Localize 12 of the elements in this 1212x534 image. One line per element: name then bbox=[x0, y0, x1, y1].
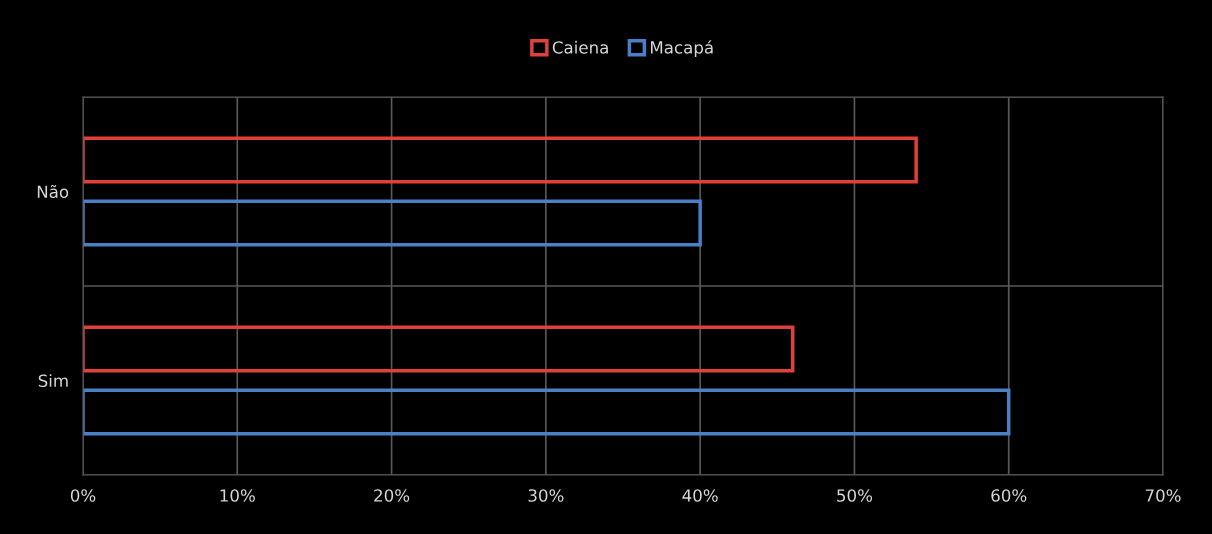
x-tick-label: 10% bbox=[220, 489, 255, 502]
x-tick-label: 20% bbox=[374, 489, 410, 502]
legend-label: Caiena bbox=[552, 40, 608, 54]
x-tick-label: 50% bbox=[837, 489, 873, 502]
legend-label: Macapá bbox=[651, 40, 713, 57]
x-tick-label: 40% bbox=[682, 489, 718, 502]
x-tick-label: 30% bbox=[528, 489, 564, 502]
x-tick-label: 0% bbox=[70, 489, 96, 502]
y-tick-label: Sim bbox=[38, 374, 68, 388]
x-tick-label: 70% bbox=[1145, 489, 1181, 502]
y-tick-label: Não bbox=[37, 184, 69, 199]
x-tick-label: 60% bbox=[991, 489, 1027, 502]
